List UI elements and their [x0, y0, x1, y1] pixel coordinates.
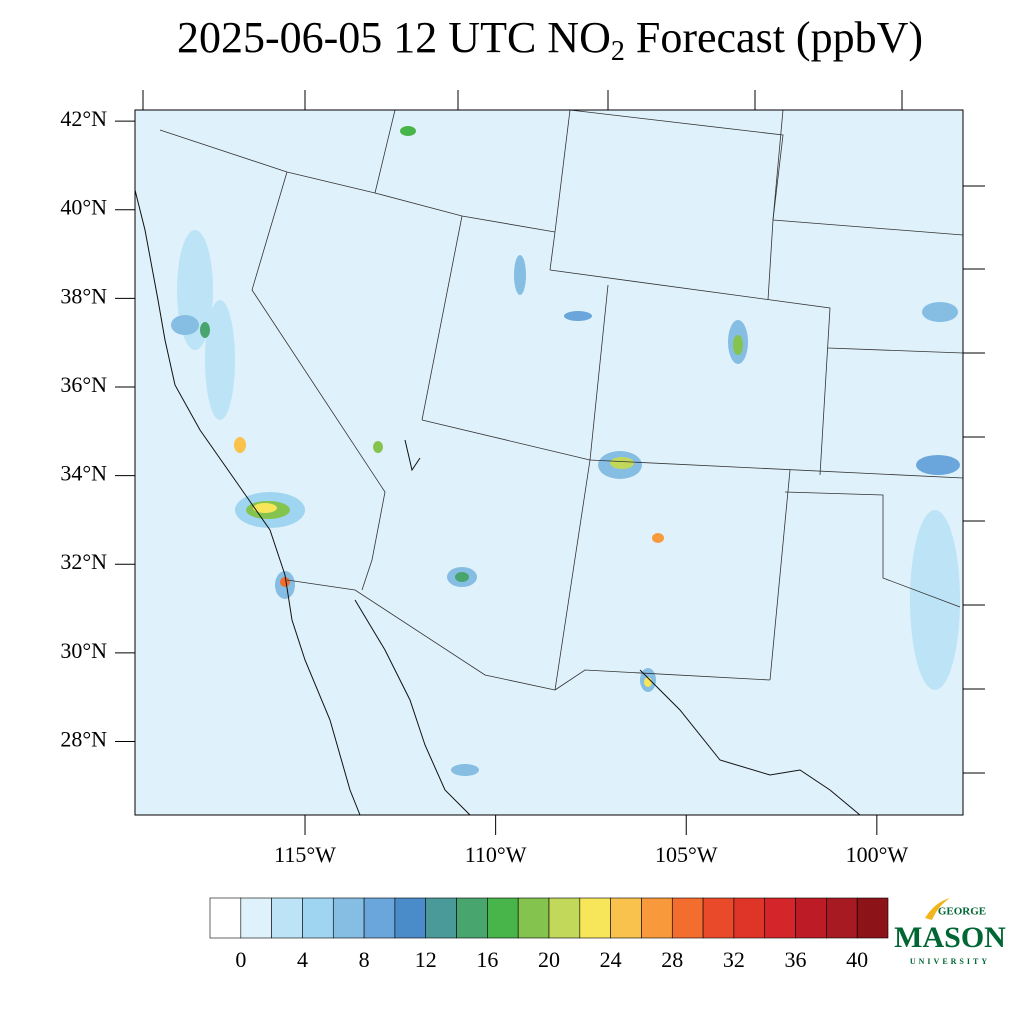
colorbar-box	[671, 897, 704, 939]
colorbar-label: 24	[600, 947, 622, 972]
colorbar-box	[394, 897, 427, 939]
colorbar-box	[579, 897, 611, 939]
colorbar-label: 32	[723, 947, 745, 972]
colorbar-box	[209, 897, 242, 939]
colorbar-box	[240, 897, 272, 939]
colorbar-box	[517, 897, 550, 939]
colorbar-box	[733, 897, 766, 939]
lat-tick-label: 28°N	[60, 726, 107, 751]
lat-tick-label: 32°N	[60, 549, 107, 574]
colorbar-box	[548, 897, 581, 939]
colorbar-label: 8	[359, 947, 370, 972]
logo-text: MASON	[894, 921, 1006, 954]
colorbar-box	[702, 897, 735, 939]
colorbar-box	[610, 897, 642, 939]
colorbar-label: 12	[415, 947, 437, 972]
lon-tick-label: 105°W	[655, 842, 718, 867]
colorbar-box	[764, 897, 796, 939]
colorbar-label: 40	[846, 947, 868, 972]
logo-text: UNIVERSITY	[910, 957, 990, 966]
colorbar-label: 4	[297, 947, 308, 972]
lat-tick-label: 30°N	[60, 638, 107, 663]
logo: GEORGE MASON UNIVERSITY	[894, 898, 1006, 966]
colorbar-label: 20	[538, 947, 560, 972]
colorbar-box	[363, 897, 396, 939]
colorbar-box	[641, 897, 673, 939]
title-subscript: 2	[611, 36, 625, 67]
colorbar-label: 0	[235, 947, 246, 972]
lon-tick-label: 115°W	[274, 842, 336, 867]
colorbar-box	[826, 897, 858, 939]
lat-tick-label: 36°N	[60, 372, 107, 397]
lat-tick-label: 40°N	[60, 195, 107, 220]
colorbar-box	[795, 897, 827, 939]
colorbar-label: 16	[476, 947, 498, 972]
colorbar-box	[332, 897, 365, 939]
colorbar-label: 28	[661, 947, 683, 972]
title: 2025-06-05 12 UTC NO2 Forecast (ppbV)	[177, 13, 923, 67]
frame-ticks	[142, 90, 985, 774]
map-background	[135, 110, 963, 815]
colorbar-box	[487, 897, 519, 939]
colorbar-box	[302, 897, 334, 939]
lat-tick-label: 42°N	[60, 106, 107, 131]
title-text: Forecast (ppbV)	[625, 13, 923, 62]
lat-tick-label: 34°N	[60, 461, 107, 486]
colorbar-label: 36	[785, 947, 807, 972]
map	[134, 90, 985, 816]
logo-text: GEORGE	[938, 906, 986, 918]
lon-tick-label: 100°W	[846, 842, 909, 867]
map-frame	[134, 109, 964, 816]
lat-tick-label: 38°N	[60, 283, 107, 308]
title-text: 2025-06-05 12 UTC NO	[177, 13, 611, 62]
borders	[159, 109, 964, 691]
coastline	[134, 189, 861, 816]
colorbar-box	[271, 897, 303, 939]
colorbar-box	[425, 897, 457, 939]
colorbar-box	[856, 897, 889, 939]
lon-tick-label: 110°W	[465, 842, 527, 867]
colorbar-box	[456, 897, 488, 939]
plumes	[171, 126, 960, 776]
